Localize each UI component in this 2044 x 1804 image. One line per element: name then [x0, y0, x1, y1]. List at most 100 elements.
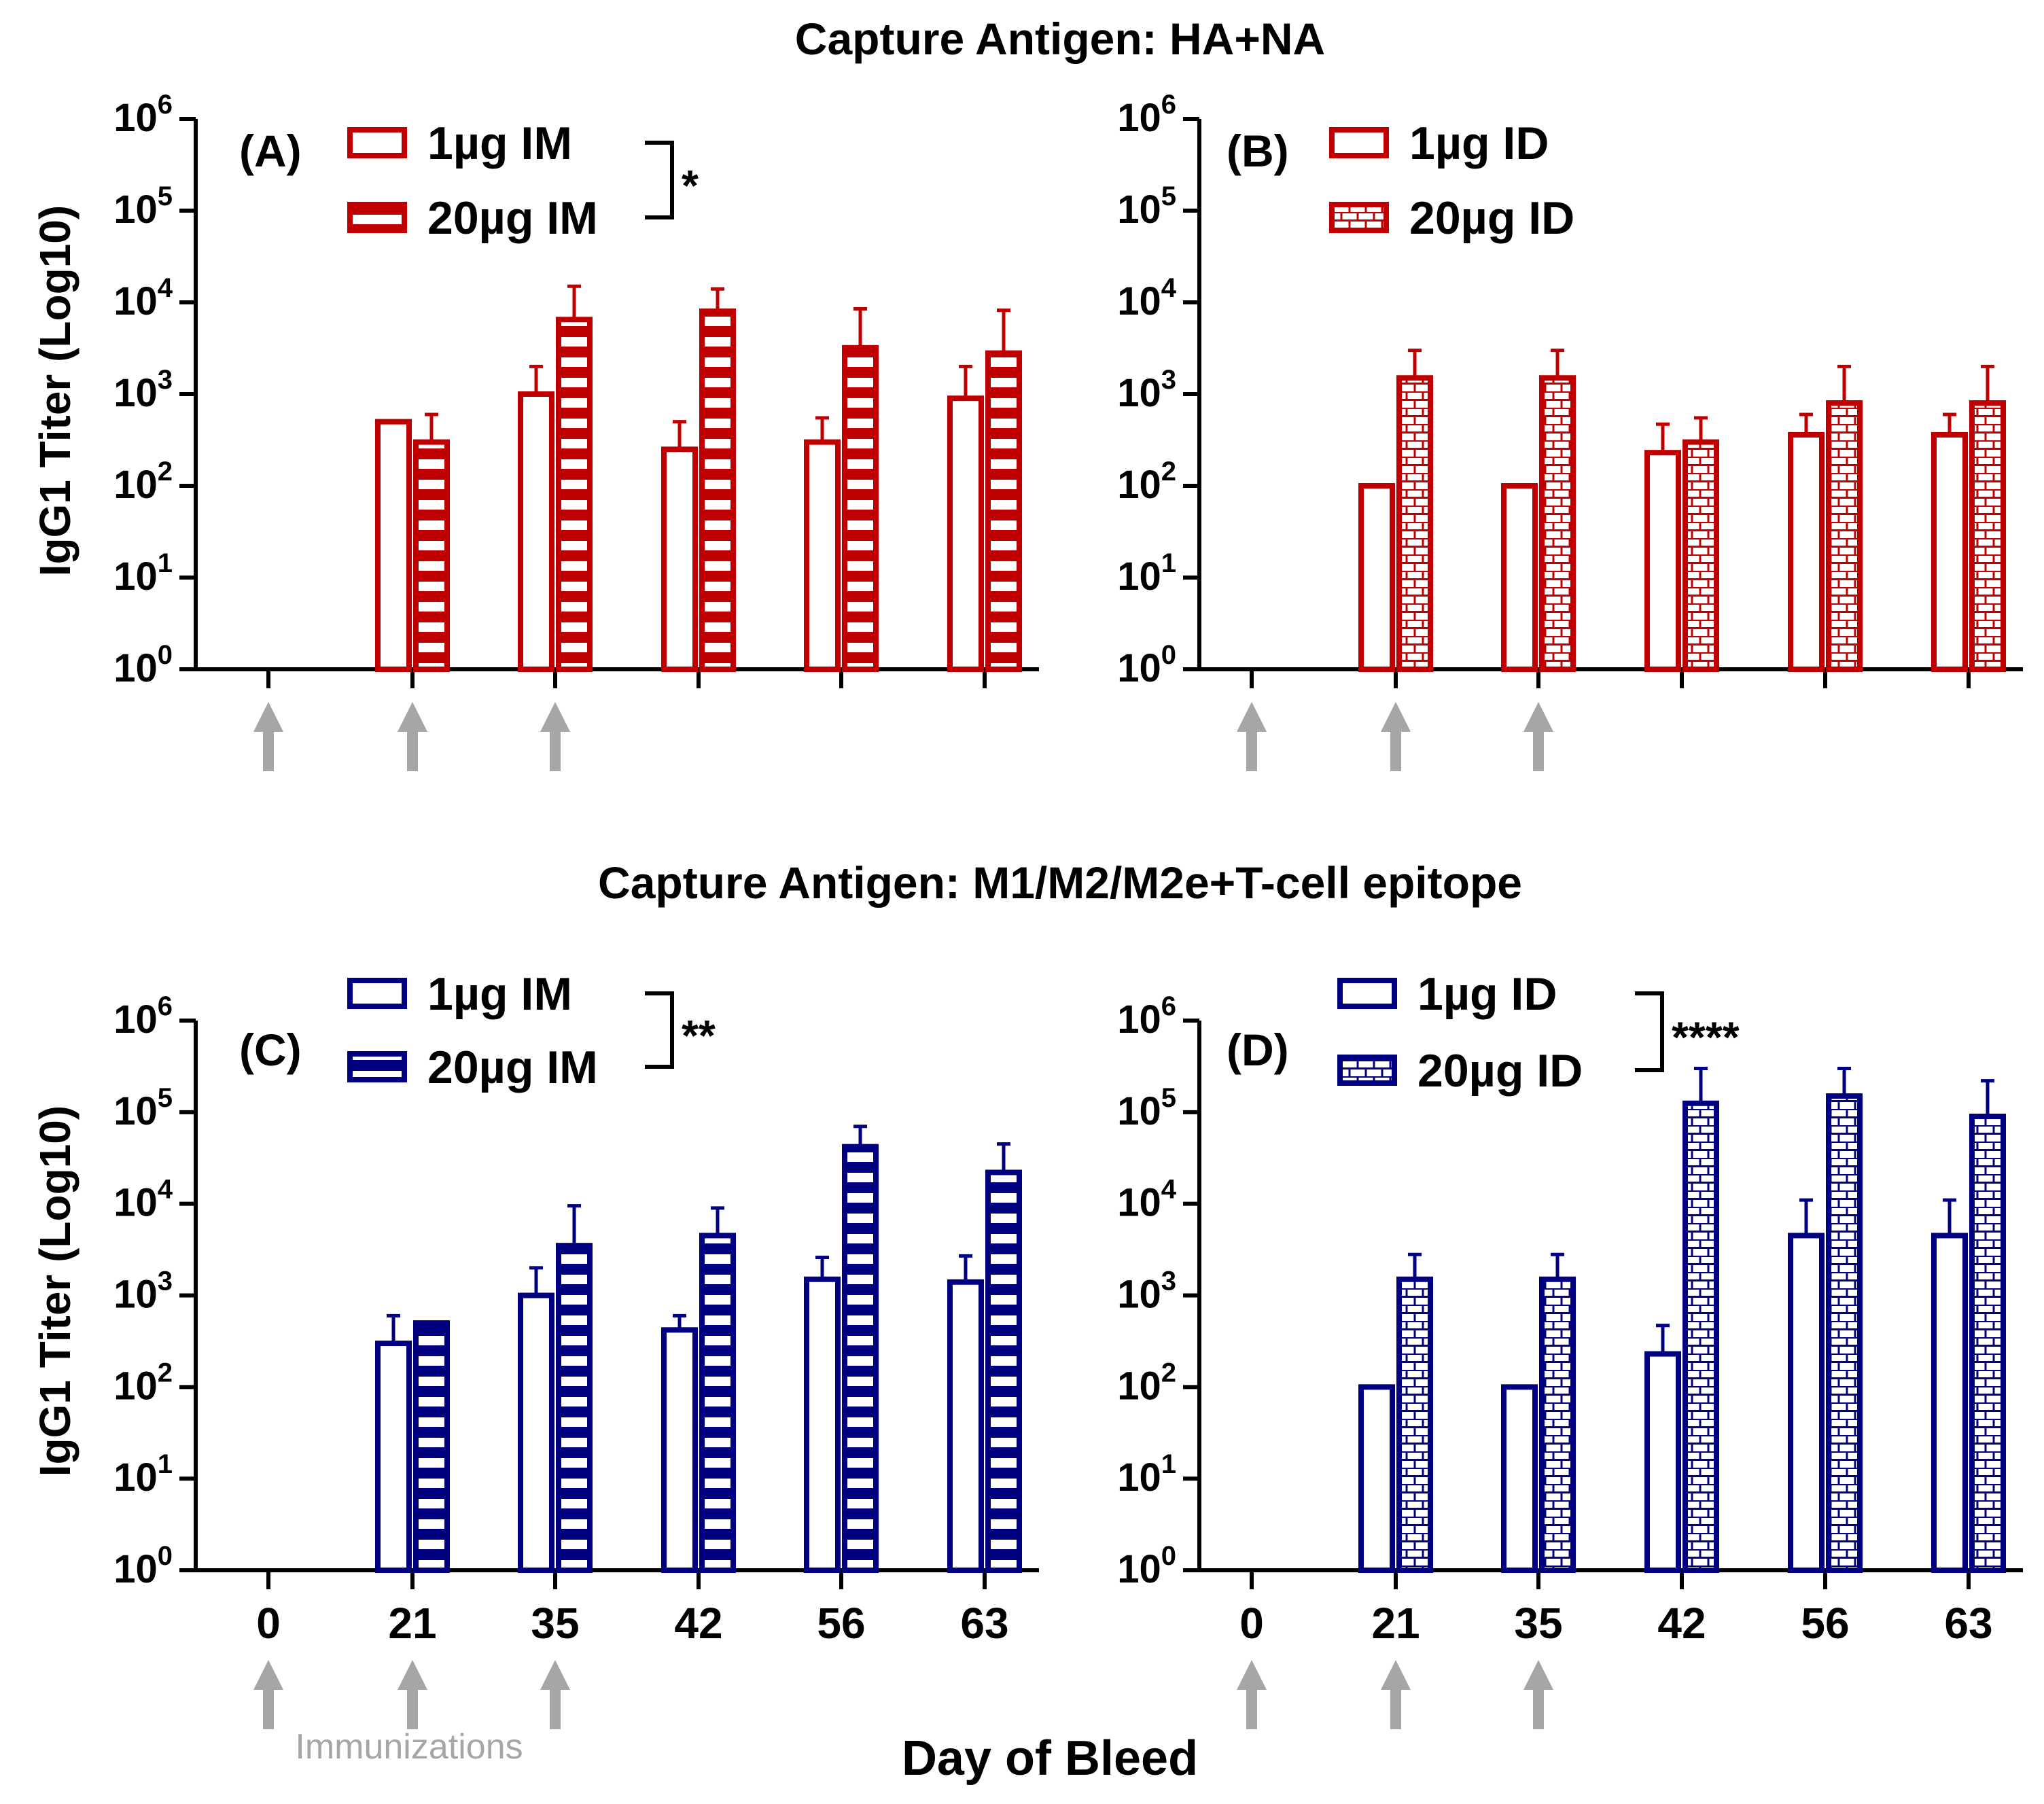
bar-stripes — [699, 308, 736, 673]
significance-marker: ** — [682, 1011, 716, 1060]
y-axis-label-top: IgG1 Titer (Log10) — [31, 205, 80, 576]
significance-bracket — [1635, 991, 1664, 1072]
bar-stripes — [413, 1320, 450, 1573]
y-tick-exponent: 4 — [1161, 1175, 1177, 1205]
immunization-arrow-icon — [1523, 702, 1553, 771]
significance-marker: **** — [1672, 1013, 1740, 1062]
bar-stripes — [699, 1233, 736, 1573]
y-tick-label: 101 — [113, 548, 173, 599]
bar-open — [1501, 483, 1538, 672]
y-tick-exponent: 5 — [1161, 1083, 1176, 1113]
y-tick-exponent: 4 — [1161, 273, 1177, 303]
legend-swatch — [1337, 1055, 1397, 1086]
x-tick-label: 35 — [531, 1599, 579, 1648]
x-tick-label: 42 — [1657, 1599, 1706, 1648]
panel-label: (B) — [1227, 126, 1289, 176]
bar-open — [1788, 1233, 1825, 1573]
y-tick-label: 101 — [113, 1449, 173, 1500]
y-tick-label: 103 — [113, 365, 173, 415]
y-tick-label: 102 — [113, 457, 173, 507]
y-tick-label: 105 — [1117, 181, 1176, 232]
y-tick-label: 101 — [1117, 1449, 1176, 1500]
y-tick-label: 100 — [1117, 1541, 1176, 1591]
immunization-arrow-icon — [1237, 702, 1267, 771]
y-tick-exponent: 1 — [1161, 548, 1176, 578]
y-tick-exponent: 6 — [158, 991, 173, 1021]
bar-bricks — [1826, 1093, 1863, 1573]
y-tick-exponent: 0 — [1161, 640, 1176, 670]
legend-swatch — [1329, 202, 1389, 233]
y-tick-exponent: 0 — [1161, 1541, 1176, 1571]
y-tick-exponent: 1 — [1161, 1449, 1176, 1479]
y-tick-label: 100 — [1117, 640, 1176, 690]
bar-stripes — [413, 439, 450, 672]
bar-open — [947, 1279, 984, 1574]
bar-open — [518, 1292, 554, 1573]
bar-bricks — [1969, 400, 2006, 672]
immunization-arrow-icon — [540, 702, 570, 771]
y-tick-label: 103 — [1117, 1267, 1176, 1317]
bar-open — [661, 446, 698, 672]
x-tick-label: 63 — [960, 1599, 1008, 1648]
bar-open — [804, 1276, 841, 1574]
immunization-arrow-icon — [253, 702, 283, 771]
y-tick-label: 106 — [1117, 991, 1176, 1042]
immunization-arrow-icon — [253, 1660, 283, 1729]
legend-label: 1µg IM — [427, 118, 572, 169]
y-tick-exponent: 2 — [158, 457, 173, 487]
bar-open — [947, 395, 984, 672]
legend-swatch — [347, 978, 407, 1009]
significance-marker: * — [682, 161, 699, 210]
immunization-arrow-icon — [1523, 1660, 1553, 1729]
x-tick-label: 56 — [1801, 1599, 1849, 1648]
y-tick-label: 106 — [1117, 90, 1176, 140]
y-tick-exponent: 6 — [1161, 991, 1176, 1021]
bar-open — [1644, 1351, 1681, 1573]
y-tick-label: 104 — [113, 1175, 173, 1225]
y-tick-label: 105 — [113, 181, 173, 232]
legend-swatch — [1329, 127, 1389, 158]
legend-swatch — [347, 127, 407, 158]
bar-bricks — [1539, 375, 1576, 672]
panel-label: (C) — [239, 1025, 302, 1075]
bar-open — [1358, 1384, 1395, 1574]
x-axis-label: Day of Bleed — [902, 1731, 1198, 1786]
bar-open — [1644, 450, 1681, 672]
y-tick-exponent: 5 — [158, 181, 173, 211]
bar-open — [1788, 431, 1825, 672]
bar-open — [375, 1341, 412, 1573]
x-tick-label: 42 — [674, 1599, 722, 1648]
section-title-top: Capture Antigen: HA+NA — [795, 14, 1325, 64]
bar-bricks — [1539, 1276, 1576, 1574]
bar-bricks — [1682, 439, 1719, 672]
legend-label: 1µg IM — [427, 968, 572, 1020]
bar-stripes — [556, 317, 593, 672]
bar-open — [1501, 1384, 1538, 1574]
bar-bricks — [1682, 1100, 1719, 1573]
bar-stripes — [842, 344, 879, 672]
y-tick-label: 106 — [113, 991, 173, 1042]
legend-label: 20µg IM — [427, 1042, 598, 1093]
y-tick-label: 106 — [113, 90, 173, 140]
bar-bricks — [1826, 400, 1863, 672]
y-tick-label: 104 — [113, 273, 173, 323]
bar-open — [661, 1327, 698, 1574]
legend-label: 20µg ID — [1409, 192, 1574, 244]
y-tick-label: 103 — [113, 1267, 173, 1317]
section-title-bottom: Capture Antigen: M1/M2/M2e+T-cell epitop… — [598, 857, 1522, 908]
y-tick-exponent: 3 — [1161, 1267, 1176, 1296]
x-tick-label: 56 — [817, 1599, 865, 1648]
bar-open — [1931, 1233, 1968, 1573]
immunization-arrow-icon — [540, 1660, 570, 1729]
y-tick-exponent: 3 — [1161, 365, 1176, 395]
immunization-arrow-icon — [1381, 702, 1411, 771]
y-tick-exponent: 1 — [158, 1449, 173, 1479]
legend-label: 20µg ID — [1417, 1045, 1583, 1097]
x-tick-label: 0 — [256, 1599, 281, 1648]
bar-stripes — [985, 350, 1022, 672]
y-tick-label: 103 — [1117, 365, 1176, 415]
y-tick-exponent: 1 — [158, 548, 173, 578]
